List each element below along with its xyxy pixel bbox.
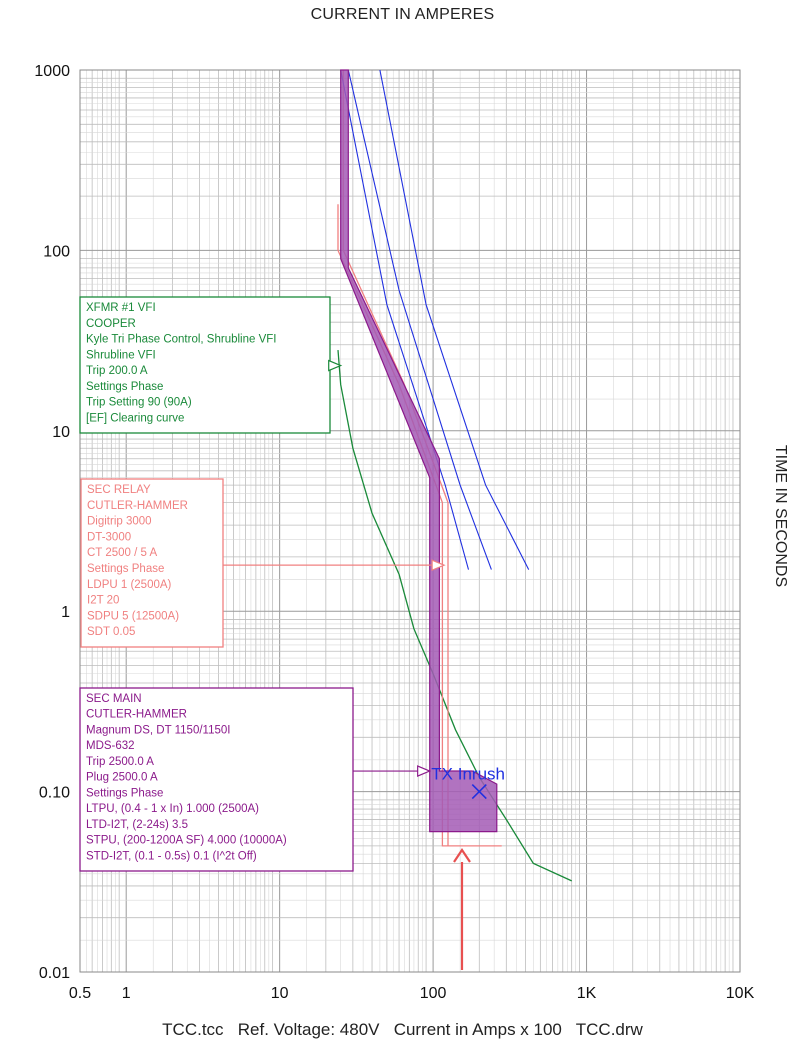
curves-layer	[337, 69, 572, 882]
arrowhead-main	[417, 765, 432, 777]
y-tick-label: 0.10	[39, 785, 70, 802]
footer-file: TCC.tcc	[162, 1020, 224, 1039]
label-line-main: LTD-I2T, (2-24s) 3.5	[86, 819, 188, 831]
y-tick-label: 100	[43, 243, 70, 260]
label-line-relay: LDPU 1 (2500A)	[87, 579, 172, 591]
label-line-xfmr: XFMR #1 VFI	[86, 302, 156, 314]
arrowhead-xfmr	[328, 359, 343, 372]
label-line-relay: CT 2500 / 5 A	[87, 547, 157, 559]
y-tick-label: 0.01	[39, 965, 70, 982]
annotations-layer: TX Inrush	[431, 765, 505, 970]
label-line-main: Magnum DS, DT 1150/1150I	[86, 724, 230, 736]
label-box-xfmr	[79, 296, 331, 434]
label-line-main: Trip 2500.0 A	[86, 756, 154, 768]
label-line-xfmr: Settings Phase	[86, 381, 163, 393]
label-line-xfmr: Trip 200.0 A	[86, 365, 148, 377]
inrush-marker	[471, 784, 487, 800]
footer-ref-voltage: Ref. Voltage: 480V	[237, 1020, 380, 1039]
arrowhead-relay	[431, 559, 446, 572]
curve-xfmr	[337, 350, 572, 882]
curve-cable_2	[347, 69, 492, 570]
label-line-xfmr: COOPER	[86, 318, 136, 330]
x-tick-label: 100	[420, 985, 447, 1002]
y-tick-label: 10	[52, 424, 70, 441]
label-line-relay: Digitrip 3000	[87, 516, 152, 528]
label-line-relay: DT-3000	[87, 531, 131, 543]
label-line-relay: SDPU 5 (12500A)	[87, 610, 179, 622]
label-box-main	[79, 687, 354, 872]
label-line-main: STD-I2T, (0.1 - 0.5s) 0.1 (I^2t Off)	[86, 850, 257, 862]
x-tick-label: 10	[271, 985, 289, 1002]
label-line-relay: CUTLER-HAMMER	[87, 500, 188, 512]
label-box-relay	[80, 478, 224, 648]
x-tick-label: 10K	[726, 985, 755, 1002]
label-line-main: STPU, (200-1200A SF) 4.000 (10000A)	[86, 835, 287, 847]
label-line-main: SEC MAIN	[86, 693, 142, 705]
label-line-main: Plug 2500.0 A	[86, 772, 158, 784]
footer-scale: Current in Amps x 100	[393, 1020, 562, 1039]
plot-border	[79, 69, 741, 973]
x-tick-label: 1K	[577, 985, 597, 1002]
inrush-label: TX Inrush	[431, 765, 505, 784]
footer-drawing: TCC.drw	[575, 1020, 643, 1039]
curve-relay_min	[337, 204, 502, 847]
label-line-relay: SDT 0.05	[87, 626, 135, 638]
label-line-relay: I2T 20	[87, 595, 119, 607]
inrush-x-line	[471, 784, 487, 800]
label-line-main: LTPU, (0.4 - 1 x In) 1.000 (2500A)	[86, 803, 259, 815]
footer-info: TCC.tcc Ref. Voltage: 480V Current in Am…	[0, 1020, 805, 1040]
x-tick-label: 1	[122, 985, 131, 1002]
emphasis-arrow-head	[453, 848, 471, 863]
y-tick-label: 1000	[34, 63, 70, 80]
tick-labels: 0.5 1 10 100 1K 10K 0.01 0.10 1 10 100 1000	[34, 63, 754, 1002]
label-line-main: MDS-632	[86, 740, 135, 752]
label-line-relay: SEC RELAY	[87, 484, 151, 496]
curve-cable_3	[379, 69, 530, 570]
label-line-main: Settings Phase	[86, 787, 163, 799]
curve-cable_1	[340, 69, 470, 570]
label-line-xfmr: Trip Setting 90 (90A)	[86, 397, 192, 409]
x-tick-label: 0.5	[69, 985, 91, 1002]
device-labels: XFMR #1 VFI COOPER Kyle Tri Phase Control,…	[79, 296, 446, 872]
y-tick-label: 1	[61, 604, 70, 621]
chart-title-current: CURRENT IN AMPERES	[310, 6, 495, 23]
label-line-xfmr: Kyle Tri Phase Control, Shrubline VFI	[86, 334, 276, 346]
label-line-main: CUTLER-HAMMER	[86, 709, 187, 721]
curve-main_band	[340, 69, 498, 833]
label-line-xfmr: Shrubline VFI	[86, 349, 156, 361]
label-line-relay: Settings Phase	[87, 563, 164, 575]
label-line-xfmr: [EF] Clearing curve	[86, 412, 184, 424]
